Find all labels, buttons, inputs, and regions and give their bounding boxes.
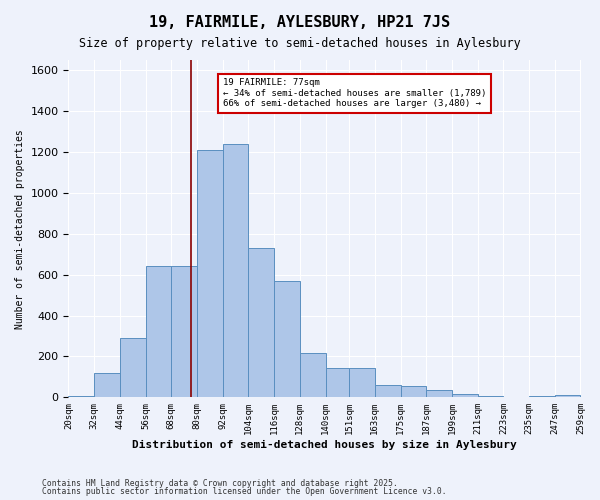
Bar bbox=[478, 396, 503, 398]
Bar bbox=[197, 150, 223, 398]
Text: Size of property relative to semi-detached houses in Aylesbury: Size of property relative to semi-detach… bbox=[79, 38, 521, 51]
Bar bbox=[529, 396, 555, 398]
Bar bbox=[349, 368, 375, 398]
Bar bbox=[555, 396, 580, 398]
Bar bbox=[68, 396, 94, 398]
Bar bbox=[146, 266, 171, 398]
X-axis label: Distribution of semi-detached houses by size in Aylesbury: Distribution of semi-detached houses by … bbox=[132, 440, 517, 450]
Bar bbox=[426, 390, 452, 398]
Bar bbox=[171, 266, 197, 398]
Text: 19, FAIRMILE, AYLESBURY, HP21 7JS: 19, FAIRMILE, AYLESBURY, HP21 7JS bbox=[149, 15, 451, 30]
Text: Contains HM Land Registry data © Crown copyright and database right 2025.: Contains HM Land Registry data © Crown c… bbox=[42, 478, 398, 488]
Bar bbox=[300, 354, 326, 398]
Bar bbox=[223, 144, 248, 398]
Text: Contains public sector information licensed under the Open Government Licence v3: Contains public sector information licen… bbox=[42, 487, 446, 496]
Bar bbox=[248, 248, 274, 398]
Bar bbox=[274, 281, 300, 398]
Bar bbox=[326, 368, 349, 398]
Bar bbox=[452, 394, 478, 398]
Bar bbox=[401, 386, 426, 398]
Bar bbox=[375, 385, 401, 398]
Text: 19 FAIRMILE: 77sqm
← 34% of semi-detached houses are smaller (1,789)
66% of semi: 19 FAIRMILE: 77sqm ← 34% of semi-detache… bbox=[223, 78, 486, 108]
Bar bbox=[120, 338, 146, 398]
Bar bbox=[94, 373, 120, 398]
Y-axis label: Number of semi-detached properties: Number of semi-detached properties bbox=[15, 129, 25, 328]
